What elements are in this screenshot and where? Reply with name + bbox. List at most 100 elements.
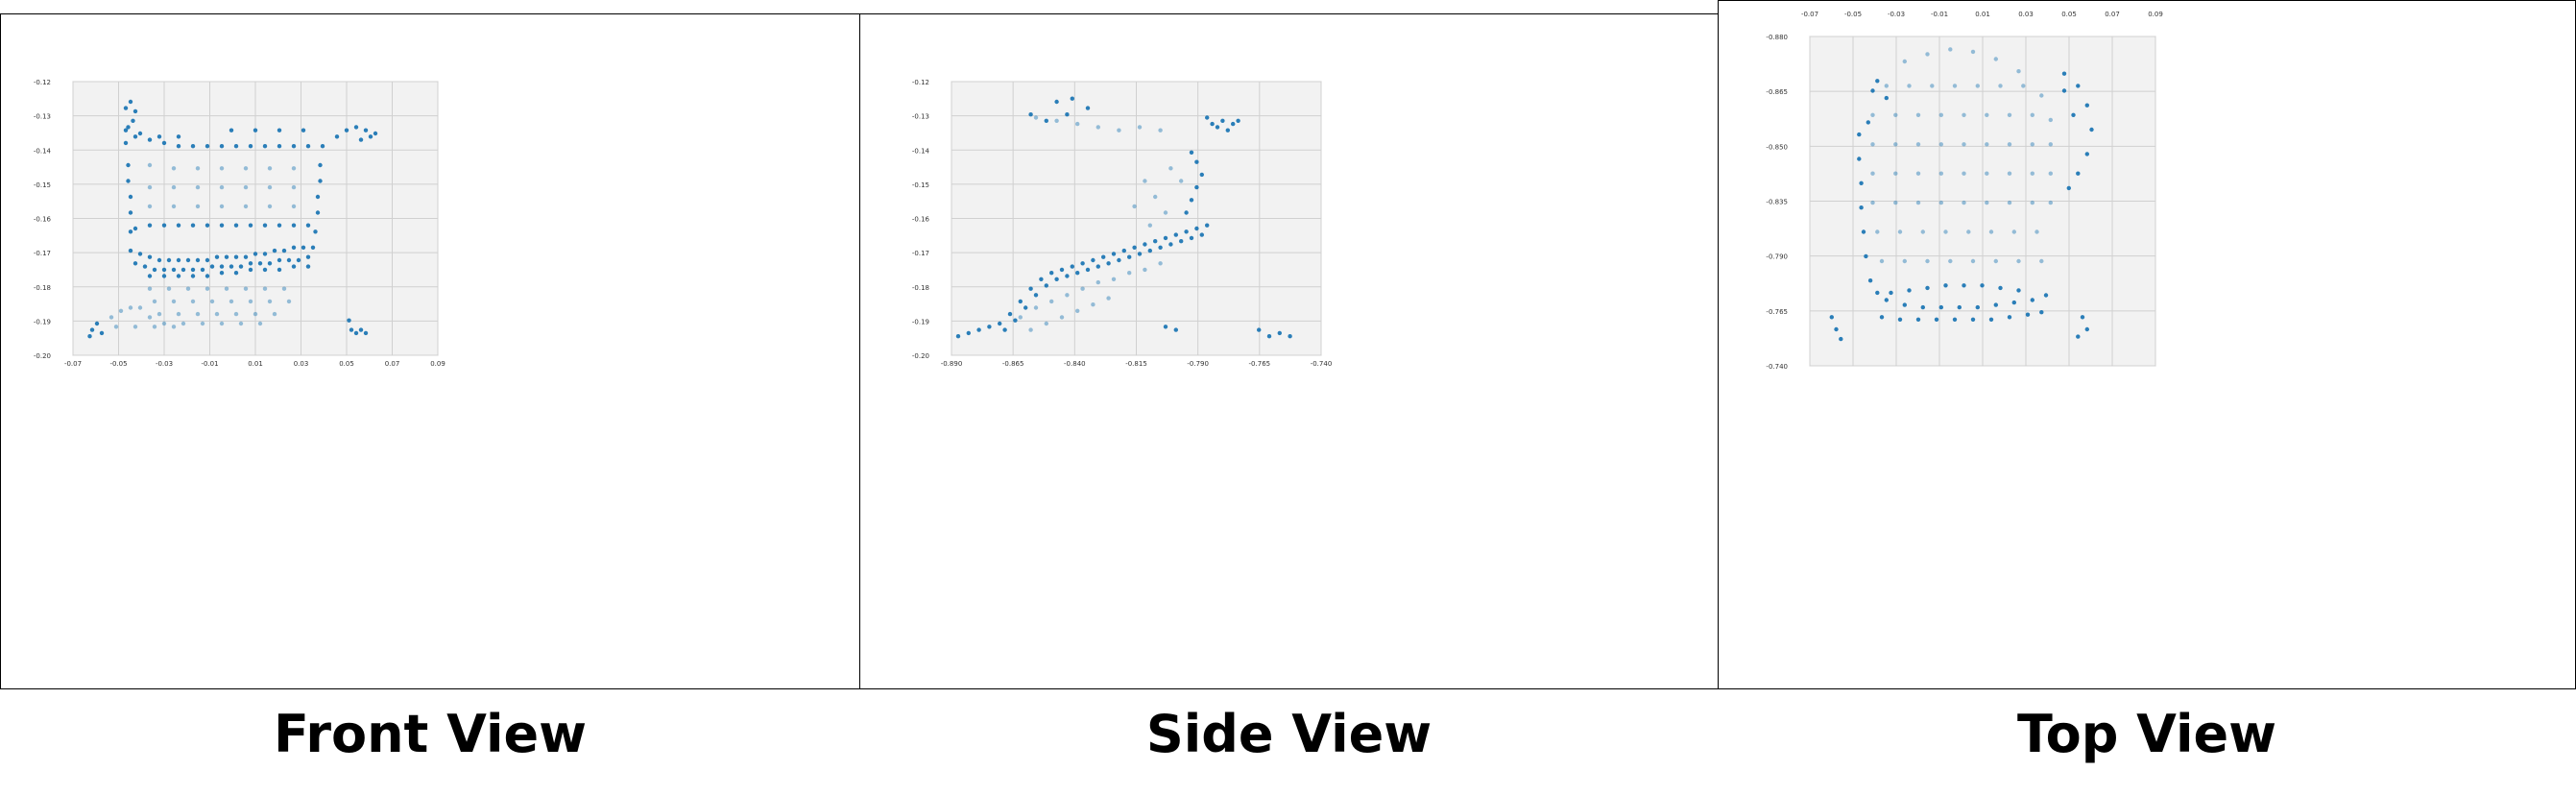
side-xtick-label: -0.840 (1064, 360, 1086, 368)
side-point (1028, 286, 1033, 291)
side-ytick-label: -0.17 (912, 250, 929, 257)
front-point (334, 134, 340, 139)
side-point (1070, 96, 1074, 101)
top-point (1993, 57, 1998, 61)
front-point (272, 248, 277, 253)
front-point (224, 286, 229, 291)
side-point (1158, 128, 1163, 132)
front-ytick-label: -0.13 (34, 113, 51, 121)
top-point (1948, 258, 1953, 264)
side-point (1210, 121, 1215, 127)
front-point (147, 286, 153, 291)
side-point (1002, 327, 1007, 332)
front-point (147, 254, 153, 259)
side-point (1106, 296, 1111, 301)
side-point (1033, 305, 1039, 310)
front-point (152, 299, 157, 304)
front-point (171, 267, 177, 273)
front-point (190, 274, 196, 278)
front-point (243, 184, 249, 190)
front-point (171, 325, 177, 329)
front-point (171, 299, 177, 304)
side-point (1075, 308, 1080, 313)
side-point (1080, 286, 1085, 291)
front-point (131, 118, 135, 123)
front-point (253, 252, 258, 256)
top-point (1857, 132, 1862, 137)
front-point (373, 131, 378, 136)
side-point (1044, 321, 1048, 326)
front-point (219, 264, 225, 269)
front-point (320, 144, 325, 149)
front-point (126, 162, 131, 168)
front-point (277, 267, 282, 273)
front-point (262, 144, 268, 149)
top-ytick-label: -0.790 (1766, 253, 1788, 261)
top-point (1897, 317, 1903, 322)
front-point (219, 204, 225, 209)
top-point (1875, 79, 1880, 84)
side-point (1179, 179, 1184, 183)
front-point (233, 254, 239, 259)
top-point (1870, 112, 1875, 118)
front-point (128, 210, 133, 215)
front-xtick-label: -0.03 (156, 360, 173, 368)
front-point (176, 134, 181, 139)
top-point (1870, 88, 1875, 93)
top-xtick-label: 0.07 (2105, 11, 2120, 18)
top-view-caption: Top View (2016, 704, 2277, 764)
front-point (161, 321, 167, 326)
top-point (1889, 290, 1893, 296)
side-point (1033, 293, 1039, 298)
front-point (200, 321, 205, 326)
side-ytick-label: -0.14 (912, 147, 930, 155)
side-point (1013, 318, 1018, 323)
top-point (2034, 229, 2039, 234)
front-xtick-label: -0.01 (201, 360, 218, 368)
top-point (2048, 142, 2053, 147)
front-point (238, 321, 244, 326)
side-point (1033, 115, 1039, 120)
front-point (358, 327, 364, 332)
top-point (2048, 171, 2053, 176)
side-point (1153, 194, 1158, 200)
front-point (315, 194, 321, 200)
side-point (1147, 248, 1152, 253)
front-point (128, 248, 133, 253)
top-point (1988, 229, 1994, 234)
top-point (1966, 229, 1971, 234)
front-point (128, 305, 133, 310)
side-xtick-label: -0.790 (1187, 360, 1209, 368)
front-point (147, 137, 153, 142)
side-point (1065, 112, 1070, 117)
front-point (171, 184, 177, 190)
front-point (190, 144, 196, 149)
side-point (1059, 315, 1065, 320)
top-point (2016, 288, 2021, 293)
top-point (1957, 304, 1962, 310)
side-point (1101, 254, 1106, 259)
front-point (363, 330, 369, 336)
top-point (1915, 171, 1921, 176)
top-point (1962, 112, 1966, 118)
front-point (267, 184, 273, 190)
side-point (1059, 267, 1065, 273)
front-point (219, 184, 225, 190)
front-point (219, 271, 225, 276)
front-point (99, 330, 105, 336)
front-point (253, 128, 258, 132)
front-point (315, 210, 321, 215)
top-point (2076, 171, 2081, 176)
top-point (1952, 317, 1958, 322)
top-point (1925, 258, 1930, 264)
top-point (1902, 302, 1907, 307)
front-point (296, 257, 301, 263)
top-point (2061, 71, 2067, 76)
top-point (1975, 84, 1980, 88)
front-point (156, 257, 162, 263)
side-point (1065, 274, 1070, 278)
top-point (2084, 152, 2089, 157)
top-point (1870, 200, 1875, 205)
top-point (1970, 49, 1976, 55)
front-point (238, 264, 244, 269)
